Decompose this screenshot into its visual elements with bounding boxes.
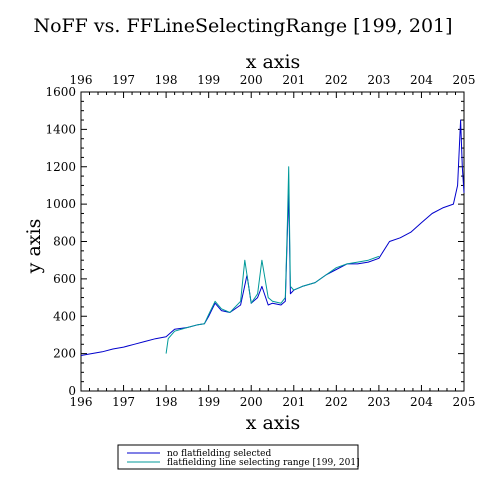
x-tick-label: 203 xyxy=(367,395,390,409)
y-tick-label: 1400 xyxy=(45,122,76,136)
x-axis-title: x axis xyxy=(246,412,301,434)
y-tick-label: 1200 xyxy=(45,160,76,174)
y-tick-label: 200 xyxy=(53,347,76,361)
x2-tick-label: 202 xyxy=(325,73,348,87)
x-tick-label: 199 xyxy=(197,395,220,409)
x-tick-label: 200 xyxy=(240,395,263,409)
legend: no flatfielding selected flatfielding li… xyxy=(118,445,360,469)
x-tick-label: 198 xyxy=(155,395,178,409)
y-tick-label: 600 xyxy=(53,272,76,286)
x-tick-label: 202 xyxy=(325,395,348,409)
series-lines xyxy=(81,120,464,356)
x2-tick-label: 201 xyxy=(282,73,305,87)
y-tick-label: 800 xyxy=(53,235,76,249)
y-tick-label: 1600 xyxy=(45,85,76,99)
x2-tick-label: 204 xyxy=(410,73,433,87)
plot-frame xyxy=(81,92,464,391)
legend-label-1: flatfielding line selecting range [199, … xyxy=(167,458,360,468)
x2-tick-label: 205 xyxy=(453,73,476,87)
series-line-0 xyxy=(81,120,464,356)
y-tick-label: 0 xyxy=(68,384,76,398)
x-tick-label: 204 xyxy=(410,395,433,409)
x2-tick-label: 203 xyxy=(367,73,390,87)
chart-title: NoFF vs. FFLineSelectingRange [199, 201] xyxy=(33,15,452,37)
x-tick-label: 201 xyxy=(282,395,305,409)
y-axis-title: y axis xyxy=(23,219,45,275)
x2-tick-label: 199 xyxy=(197,73,220,87)
x-tick-label: 205 xyxy=(453,395,476,409)
x2-tick-label: 197 xyxy=(112,73,135,87)
y-tick-label: 1000 xyxy=(45,197,76,211)
axis-ticks: 1961961971971981981991992002002012012022… xyxy=(45,73,475,409)
x2-tick-label: 200 xyxy=(240,73,263,87)
x2-axis-title: x axis xyxy=(246,51,301,73)
series-line-1 xyxy=(166,167,379,354)
x2-tick-label: 198 xyxy=(155,73,178,87)
x-tick-label: 197 xyxy=(112,395,135,409)
y-tick-label: 400 xyxy=(53,309,76,323)
